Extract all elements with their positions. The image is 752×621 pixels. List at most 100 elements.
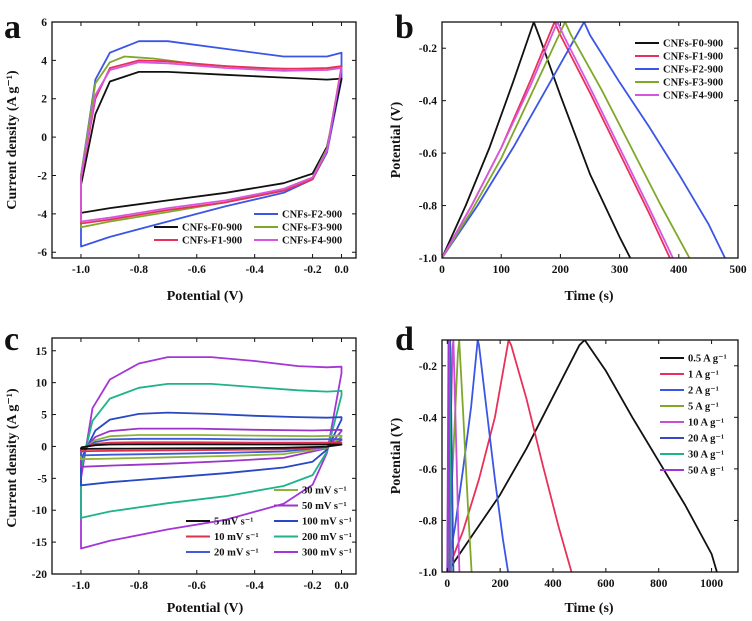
legend-label-b-4: CNFs-F4-900	[663, 91, 723, 102]
series-group-d	[446, 340, 718, 572]
x-tick-label-b-2: 200	[552, 264, 570, 276]
y-tick-label-b-1: -0.8	[419, 201, 437, 213]
legend-label-a-3: CNFs-F1-900	[182, 236, 242, 247]
legend-label-c-6: 20 mV s⁻¹	[214, 548, 259, 559]
x-tick-label-b-0: 0	[439, 264, 445, 276]
y-tick-label-d-2: -0.6	[419, 464, 437, 476]
y-tick-label-d-1: -0.8	[419, 515, 437, 527]
legend-label-d-3: 5 A g⁻¹	[688, 402, 719, 413]
series-line-c-6	[80, 441, 343, 453]
legend-label-b-2: CNFs-F2-900	[663, 65, 723, 76]
x-axis-title-b: Time (s)	[564, 289, 613, 304]
legend-label-b-1: CNFs-F1-900	[663, 52, 723, 63]
x-tick-label-a-5: 0.0	[334, 264, 349, 276]
panel-d: d 0 200 400 600 800 1000-1.0-0.8-0.6-0.4-0.20…	[389, 321, 739, 616]
plot-frame-c	[51, 337, 357, 575]
y-axis-title-c: Current density (A g⁻¹)	[5, 388, 20, 528]
chart-a: -1.0 -0.8 -0.6 -0.4 -0.2 0.0 -6 -4 -2 0 2 4 6 CNFs-F2…	[37, 17, 357, 276]
y-tick-label-a-1: -4	[37, 209, 47, 221]
y-axis-title-d: Potential (V)	[389, 417, 404, 494]
legend-label-d-1: 1 A g⁻¹	[688, 370, 719, 381]
x-tick-label-a-0: -1.0	[72, 264, 90, 276]
x-axis-title-d: Time (s)	[564, 601, 613, 616]
series-line-b-3	[442, 22, 691, 258]
x-tick-label-c-4: -0.2	[303, 580, 321, 592]
legend-a: CNFs-F2-900 CNFs-F0-900 CNFs-F3-900 CNFs-F1…	[154, 210, 342, 247]
series-group-a	[80, 40, 343, 248]
series-group-b	[442, 22, 726, 258]
legend-label-c-7: 300 mV s⁻¹	[302, 548, 352, 559]
series-line-c-5	[80, 437, 343, 457]
y-tick-label-c-0: -20	[32, 569, 48, 581]
y-tick-label-d-3: -0.4	[419, 412, 437, 424]
panel-a: a -1.0 -0.8 -0.6 -0.4 -0.2 0.0 -6 -4 -2 0 2 4 6 CNFs-…	[4, 9, 357, 304]
series-line-c-1	[80, 382, 343, 519]
panel-letter-c: c	[4, 321, 19, 358]
y-tick-label-c-2: -10	[32, 505, 48, 517]
panel-letter-b: b	[395, 9, 414, 46]
y-tick-label-c-6: 10	[36, 378, 48, 390]
y-tick-label-b-3: -0.4	[419, 96, 437, 108]
x-tick-label-c-3: -0.4	[246, 580, 264, 592]
series-line-d-2	[446, 340, 509, 572]
y-tick-label-c-1: -15	[32, 537, 48, 549]
x-tick-label-b-4: 400	[670, 264, 688, 276]
x-tick-label-a-4: -0.2	[303, 264, 321, 276]
series-line-c-7	[80, 443, 343, 450]
x-tick-label-b-3: 300	[611, 264, 629, 276]
legend-label-d-7: 50 A g⁻¹	[688, 466, 724, 477]
series-line-c-0	[80, 356, 343, 550]
plot-frame-d	[441, 339, 739, 573]
y-tick-label-d-4: -0.2	[419, 361, 437, 373]
y-tick-label-c-3: -5	[37, 473, 47, 485]
x-tick-label-a-3: -0.4	[246, 264, 264, 276]
legend-label-d-4: 10 A g⁻¹	[688, 418, 724, 429]
legend-label-b-3: CNFs-F3-900	[663, 78, 723, 89]
y-tick-label-d-0: -1.0	[419, 567, 437, 579]
chart-d: 0 200 400 600 800 1000 -1.0 -0.8 -0.6 -0.4 -0.2 0.5…	[419, 339, 739, 590]
legend-label-a-2: CNFs-F3-900	[282, 223, 342, 234]
x-tick-label-b-1: 100	[493, 264, 511, 276]
panel-c: c -1.0 -0.8 -0.6 -0.4 -0.2 0.0 -20 -15 -10 -5 0 5 10…	[4, 321, 357, 616]
legend-label-c-1: 50 mV s⁻¹	[302, 501, 347, 512]
legend-label-c-3: 100 mV s⁻¹	[302, 517, 352, 528]
y-tick-label-c-4: 0	[41, 441, 47, 453]
legend-label-d-6: 30 A g⁻¹	[688, 450, 724, 461]
x-tick-label-b-5: 500	[729, 264, 747, 276]
y-axis-title-b: Potential (V)	[389, 101, 404, 178]
series-line-a-1	[80, 71, 343, 214]
x-axis-title-c: Potential (V)	[167, 601, 244, 616]
panel-letter-a: a	[4, 9, 21, 46]
legend-label-c-5: 200 mV s⁻¹	[302, 532, 352, 543]
y-tick-label-a-4: 2	[41, 94, 47, 106]
x-tick-label-d-4: 800	[650, 578, 668, 590]
series-group-c	[80, 356, 343, 550]
legend-label-a-1: CNFs-F0-900	[182, 223, 242, 234]
y-tick-label-c-7: 15	[36, 346, 48, 358]
series-line-d-7	[446, 340, 451, 572]
legend-d: 0.5 A g⁻¹ 1 A g⁻¹ 2 A g⁻¹ 5 A g⁻¹ 10 A g⁻¹ 20…	[660, 354, 727, 477]
series-line-b-2	[442, 22, 726, 258]
legend-label-c-2: 5 mV s⁻¹	[214, 517, 253, 528]
x-tick-label-a-2: -0.6	[188, 264, 206, 276]
chart-c: -1.0 -0.8 -0.6 -0.4 -0.2 0.0 -20 -15 -10 -5 0 5 10 15…	[32, 337, 357, 592]
legend-c: 30 mV s⁻¹ 50 mV s⁻¹ 5 mV s⁻¹ 100 mV s⁻¹ 10 m…	[186, 486, 352, 559]
plot-frame-b	[441, 21, 739, 259]
x-tick-label-c-2: -0.6	[188, 580, 206, 592]
series-line-b-0	[442, 22, 632, 258]
y-tick-label-a-6: 6	[41, 17, 47, 29]
series-line-c-4	[80, 434, 343, 461]
panel-letter-d: d	[395, 321, 414, 358]
y-tick-label-a-0: -6	[37, 247, 47, 259]
legend-label-a-0: CNFs-F2-900	[282, 210, 342, 221]
legend-label-d-0: 0.5 A g⁻¹	[688, 354, 727, 365]
legend-label-d-5: 20 A g⁻¹	[688, 434, 724, 445]
series-line-c-3	[80, 427, 343, 468]
x-tick-label-c-1: -0.8	[130, 580, 148, 592]
x-tick-label-d-5: 1000	[700, 578, 723, 590]
x-tick-label-c-5: 0.0	[334, 580, 349, 592]
series-line-d-0	[446, 340, 718, 572]
series-line-b-4	[442, 22, 674, 258]
y-tick-label-a-2: -2	[37, 170, 47, 182]
